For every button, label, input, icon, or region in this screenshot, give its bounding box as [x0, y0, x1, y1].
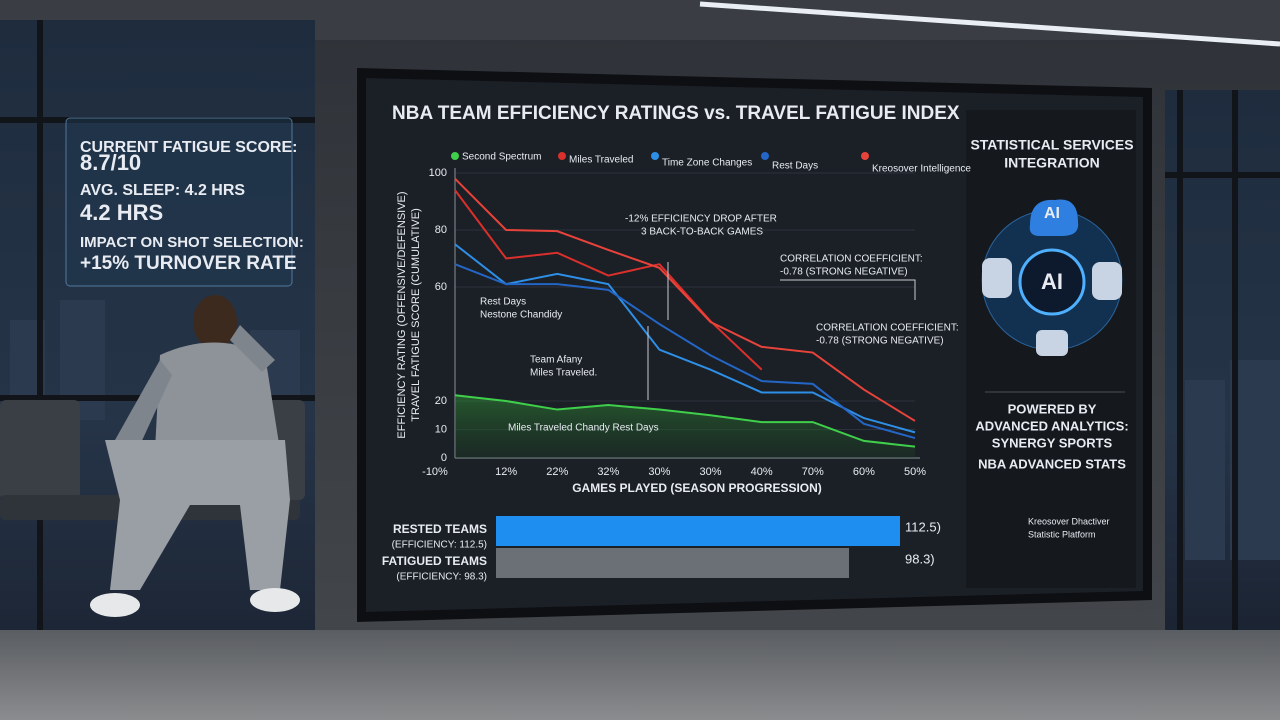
y-tick-label: 80	[435, 224, 447, 236]
legend-marker	[861, 152, 869, 160]
panel-heading: INTEGRATION	[1004, 155, 1099, 171]
legend-label: Miles Traveled	[569, 155, 633, 166]
overlay-text: CURRENT FATIGUE SCORE:8.7/10 AVG. SLEEP: …	[80, 139, 304, 274]
series-line	[454, 263, 916, 440]
bar-value-label: 98.3)	[905, 551, 935, 566]
person	[90, 295, 300, 617]
overlay-panel	[65, 117, 293, 287]
overlay-line: 8.7/10	[80, 150, 141, 175]
x-tick-label: 32%	[597, 466, 619, 478]
y-tick-label: 100	[429, 167, 447, 179]
x-tick-label: 12%	[495, 466, 517, 478]
powered-by: ADVANCED ANALYTICS:	[975, 418, 1128, 433]
x-tick-label: 60%	[853, 466, 875, 478]
chart-title: NBA TEAM EFFICIENCY RATINGS vs. TRAVEL F…	[392, 103, 960, 124]
y-axis-label: TRAVEL FATIGUE SCORE (CUMULATIVE)	[410, 208, 422, 422]
x-tick-label: -10%	[422, 466, 448, 478]
series-line	[454, 243, 916, 434]
bar-value-label: 112.5)	[905, 519, 941, 534]
annotation: -0.78 (STRONG NEGATIVE)	[780, 267, 908, 278]
bar	[496, 548, 850, 578]
powered-by: POWERED BY	[1008, 401, 1097, 416]
x-axis-label: GAMES PLAYED (SEASON PROGRESSION)	[572, 481, 822, 495]
bar-sublabel: (EFFICIENCY: 112.5)	[392, 540, 487, 551]
legend-label: Time Zone Changes	[662, 158, 752, 169]
annotation: -12% EFFICIENCY DROP AFTER	[625, 214, 777, 225]
series-line	[454, 394, 916, 448]
annotation: CORRELATION COEFFICIENT:	[816, 323, 959, 334]
annotation: -0.78 (STRONG NEGATIVE)	[816, 336, 944, 347]
bar-category: RESTED TEAMS	[393, 522, 487, 536]
panel-heading: STATISTICAL SERVICES	[970, 137, 1133, 153]
y-tick-label: 0	[441, 452, 447, 464]
annotation: Nestone Chandidy	[480, 310, 562, 321]
annotation: Rest Days	[480, 297, 526, 308]
annotation-arrow	[780, 279, 916, 300]
x-tick-label: 40%	[751, 466, 773, 478]
chart-area: STATISTICAL SERVICES INTEGRATION AI AI POWER…	[382, 103, 1134, 583]
bar	[496, 516, 901, 546]
series-line	[454, 177, 916, 422]
legend-marker	[558, 152, 566, 160]
x-tick-label: 22%	[546, 466, 568, 478]
footer-text: Kreosover Dhactiver	[1028, 516, 1110, 526]
powered-by: SYNERGY SPORTS	[992, 435, 1113, 450]
overlay-line: IMPACT ON SHOT SELECTION:	[80, 234, 304, 251]
screen	[366, 78, 1143, 612]
y-tick-label: 60	[435, 281, 447, 293]
legend-label: Rest Days	[772, 161, 818, 172]
ai-label: AI	[1041, 269, 1063, 294]
annotation: 3 BACK-TO-BACK GAMES	[641, 227, 763, 238]
x-tick-label: 30%	[700, 466, 722, 478]
legend-marker	[651, 152, 659, 160]
area-fill	[455, 395, 915, 458]
footer-text: Statistic Platform	[1028, 529, 1096, 539]
ceiling-light	[699, 1, 1280, 47]
annotation: Team Afany	[530, 355, 582, 366]
legend-label: Kreosover Intelligence	[872, 164, 971, 175]
legend-label: Second Spectrum	[462, 152, 542, 163]
source: NBA ADVANCED STATS	[978, 456, 1126, 471]
overlay-line: +15% TURNOVER RATE	[80, 253, 297, 274]
overlay-line: 4.2 HRS	[80, 200, 163, 225]
x-tick-label: 70%	[802, 466, 824, 478]
overlay-line: CURRENT FATIGUE SCORE:	[80, 139, 297, 156]
y-tick-label: 10	[435, 423, 447, 435]
y-tick-label: 20	[435, 395, 447, 407]
legend-marker	[761, 152, 769, 160]
ai-diagram	[981, 199, 1123, 356]
floor	[0, 630, 1280, 720]
ai-label: AI	[1044, 205, 1060, 222]
bar-sublabel: (EFFICIENCY: 98.3)	[396, 572, 487, 583]
annotation: Miles Traveled.	[530, 368, 597, 379]
annotation: Miles Traveled Chandy Rest Days	[508, 423, 659, 434]
x-tick-label: 30%	[648, 466, 670, 478]
annotation: CORRELATION COEFFICIENT:	[780, 254, 923, 265]
y-axis-label: EFFICIENCY RATING (OFFENSIVE/DEFENSIVE)	[396, 191, 408, 438]
overlay-line: AVG. SLEEP: 4.2 HRS	[80, 182, 245, 199]
x-tick-label: 50%	[904, 466, 926, 478]
bar-category: FATIGUED TEAMS	[382, 554, 487, 568]
legend-marker	[451, 152, 459, 160]
